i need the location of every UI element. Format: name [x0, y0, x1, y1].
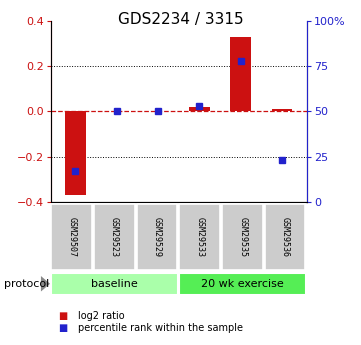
Text: GSM29535: GSM29535	[238, 217, 247, 257]
Text: GSM29533: GSM29533	[196, 217, 205, 257]
Text: protocol: protocol	[4, 279, 49, 289]
Bar	[189, 107, 210, 111]
Text: 20 wk exercise: 20 wk exercise	[201, 279, 284, 289]
Bar	[65, 111, 86, 195]
Text: GSM29529: GSM29529	[153, 217, 162, 257]
Text: GDS2234 / 3315: GDS2234 / 3315	[118, 12, 243, 27]
Text: baseline: baseline	[91, 279, 138, 289]
Text: GSM29536: GSM29536	[281, 217, 290, 257]
Bar	[272, 109, 292, 111]
Text: percentile rank within the sample: percentile rank within the sample	[78, 324, 243, 333]
Text: GSM29523: GSM29523	[110, 217, 119, 257]
Text: ■: ■	[58, 311, 67, 321]
Text: GSM29507: GSM29507	[68, 217, 77, 257]
Text: log2 ratio: log2 ratio	[78, 311, 124, 321]
Text: ■: ■	[58, 324, 67, 333]
Polygon shape	[41, 276, 50, 292]
Bar	[230, 37, 251, 111]
